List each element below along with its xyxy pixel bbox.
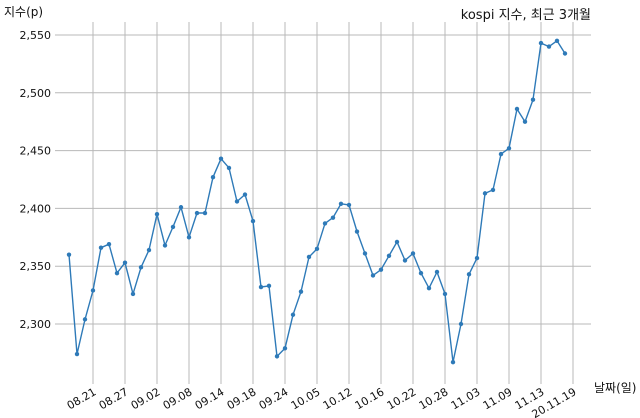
- data-point: [82, 317, 88, 322]
- x-tick-label: 08.27: [97, 385, 131, 412]
- x-tick-label: 10.22: [385, 385, 419, 412]
- data-point: [162, 243, 168, 248]
- data-point: [466, 272, 472, 277]
- chart-title: kospi 지수, 최근 3개월: [461, 8, 591, 23]
- x-tick-label: 09.02: [129, 385, 163, 412]
- x-tick-label: 10.12: [321, 385, 355, 412]
- data-point: [522, 119, 528, 124]
- x-tick-label: 11.03: [449, 385, 483, 412]
- x-tick-label: 08.21: [65, 385, 99, 412]
- data-point: [242, 192, 248, 197]
- data-point: [146, 247, 152, 253]
- data-point: [514, 106, 520, 112]
- data-point: [106, 242, 112, 247]
- series-kospi: [66, 38, 568, 365]
- data-point: [234, 199, 240, 204]
- data-point: [138, 265, 144, 270]
- data-point: [90, 288, 96, 293]
- x-tick-label: 10.28: [417, 385, 451, 412]
- data-point: [554, 38, 560, 43]
- x-tick-label: 10.16: [353, 385, 387, 412]
- data-point: [194, 210, 200, 216]
- y-tick-label: 2,450: [20, 145, 52, 158]
- data-point: [330, 215, 336, 220]
- x-tick-label: 10.05: [289, 385, 323, 412]
- data-point: [338, 201, 344, 206]
- data-point: [298, 289, 304, 294]
- data-point: [122, 260, 128, 265]
- data-point: [370, 273, 376, 278]
- data-point: [458, 321, 464, 327]
- data-point: [378, 267, 384, 272]
- x-tick-label: 09.24: [257, 385, 291, 412]
- data-point: [218, 156, 224, 161]
- y-tick-label: 2,400: [20, 202, 52, 215]
- x-axis-label: 날짜(일): [594, 381, 636, 395]
- data-point: [490, 187, 496, 193]
- data-point: [314, 246, 320, 252]
- data-point: [290, 312, 296, 317]
- y-axis-ticks: 2,300 2,350 2,400 2,450 2,500 2,550: [20, 29, 52, 331]
- data-point: [546, 44, 552, 49]
- data-point: [354, 229, 360, 234]
- data-point: [442, 291, 448, 297]
- data-point: [114, 270, 120, 276]
- y-tick-label: 2,300: [20, 318, 52, 331]
- data-point: [402, 258, 408, 263]
- data-point: [506, 146, 512, 151]
- data-point: [170, 224, 176, 230]
- data-point: [538, 40, 544, 46]
- data-point: [186, 235, 192, 240]
- y-tick-label: 2,350: [20, 260, 52, 273]
- data-point: [426, 285, 432, 291]
- data-point: [386, 253, 392, 258]
- data-point: [410, 251, 416, 256]
- data-point: [178, 205, 184, 210]
- data-point: [434, 269, 440, 275]
- data-point: [562, 51, 568, 56]
- data-point: [66, 252, 72, 257]
- x-tick-label: 09.18: [225, 385, 259, 412]
- x-tick-label: 09.08: [161, 385, 195, 412]
- data-point: [498, 151, 504, 157]
- y-tick-label: 2,500: [20, 87, 52, 100]
- data-point: [98, 245, 104, 250]
- data-point: [266, 283, 272, 289]
- data-point: [258, 284, 264, 290]
- data-point: [74, 351, 80, 357]
- data-point: [450, 359, 456, 365]
- data-point: [202, 210, 208, 216]
- data-point: [154, 211, 160, 217]
- y-axis-label: 지수(p): [4, 5, 43, 19]
- data-point: [306, 254, 312, 260]
- data-point: [250, 218, 256, 224]
- x-axis-ticks: 08.2108.2709.0209.0809.1409.1809.2410.05…: [65, 385, 579, 418]
- data-point: [394, 239, 400, 245]
- data-point: [282, 346, 288, 351]
- data-point: [130, 291, 136, 297]
- data-point: [418, 270, 424, 276]
- data-point: [530, 97, 536, 102]
- data-point: [474, 255, 480, 261]
- data-point: [274, 354, 280, 359]
- data-point: [346, 202, 352, 208]
- data-point: [362, 251, 368, 256]
- data-point: [210, 174, 216, 180]
- data-point: [482, 191, 488, 196]
- y-tick-label: 2,550: [20, 29, 52, 42]
- data-point: [322, 221, 328, 226]
- grid: [55, 22, 591, 384]
- data-point: [226, 165, 232, 171]
- x-tick-label: 09.14: [193, 385, 227, 412]
- x-tick-label: 11.09: [481, 385, 515, 412]
